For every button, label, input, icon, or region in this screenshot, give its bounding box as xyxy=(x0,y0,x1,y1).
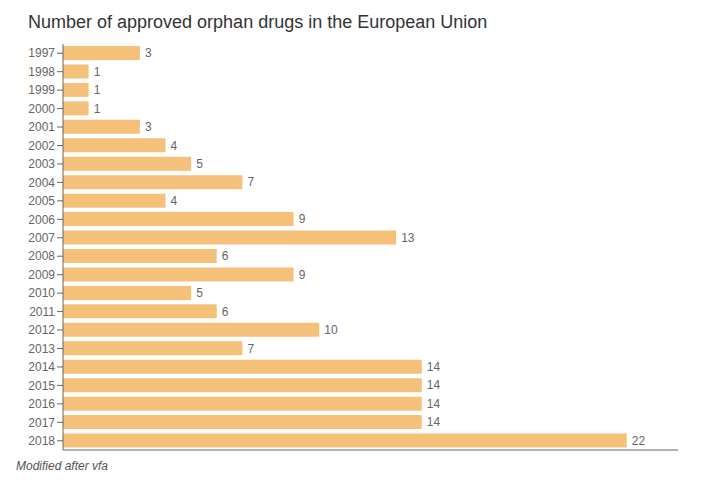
svg-text:2004: 2004 xyxy=(28,176,55,190)
svg-text:2015: 2015 xyxy=(28,379,55,393)
svg-text:9: 9 xyxy=(299,212,306,226)
svg-text:10: 10 xyxy=(324,323,338,337)
svg-text:13: 13 xyxy=(401,231,415,245)
svg-text:2009: 2009 xyxy=(28,268,55,282)
svg-text:5: 5 xyxy=(196,286,203,300)
svg-text:2001: 2001 xyxy=(28,120,55,134)
svg-text:1999: 1999 xyxy=(28,83,55,97)
svg-text:2011: 2011 xyxy=(29,305,55,319)
svg-text:2007: 2007 xyxy=(28,231,55,245)
svg-text:2014: 2014 xyxy=(28,360,55,374)
svg-text:2008: 2008 xyxy=(28,249,55,263)
svg-text:3: 3 xyxy=(145,46,152,60)
svg-text:2003: 2003 xyxy=(28,157,55,171)
svg-text:1: 1 xyxy=(94,102,101,116)
svg-text:5: 5 xyxy=(196,157,203,171)
svg-text:2012: 2012 xyxy=(28,323,55,337)
svg-text:4: 4 xyxy=(171,194,178,208)
svg-text:14: 14 xyxy=(427,415,441,429)
svg-text:9: 9 xyxy=(299,268,306,282)
svg-text:2016: 2016 xyxy=(28,397,55,411)
svg-text:1997: 1997 xyxy=(28,46,55,60)
html-text:Number of approved orphan drug: Number of approved orphan drugs in the E… xyxy=(28,12,488,32)
svg-text:2018: 2018 xyxy=(28,434,55,448)
svg-text:2002: 2002 xyxy=(28,139,55,153)
svg-text:14: 14 xyxy=(427,378,441,392)
svg-text:4: 4 xyxy=(171,139,178,153)
svg-text:3: 3 xyxy=(145,120,152,134)
svg-text:2010: 2010 xyxy=(28,286,55,300)
svg-text:14: 14 xyxy=(427,397,441,411)
svg-text:6: 6 xyxy=(222,249,229,263)
svg-text:2013: 2013 xyxy=(28,342,55,356)
svg-text:2006: 2006 xyxy=(28,213,55,227)
svg-text:2000: 2000 xyxy=(28,102,55,116)
svg-text:2005: 2005 xyxy=(28,194,55,208)
svg-text:2017: 2017 xyxy=(28,416,55,430)
svg-text:22: 22 xyxy=(632,434,646,448)
svg-text:6: 6 xyxy=(222,305,229,319)
svg-text:14: 14 xyxy=(427,360,441,374)
svg-text:7: 7 xyxy=(247,175,254,189)
svg-text:1998: 1998 xyxy=(28,65,55,79)
svg-text:1: 1 xyxy=(94,83,101,97)
svg-text:7: 7 xyxy=(247,342,254,356)
svg-text:1: 1 xyxy=(94,65,101,79)
html-text:Modified after vfa: Modified after vfa xyxy=(16,459,108,473)
